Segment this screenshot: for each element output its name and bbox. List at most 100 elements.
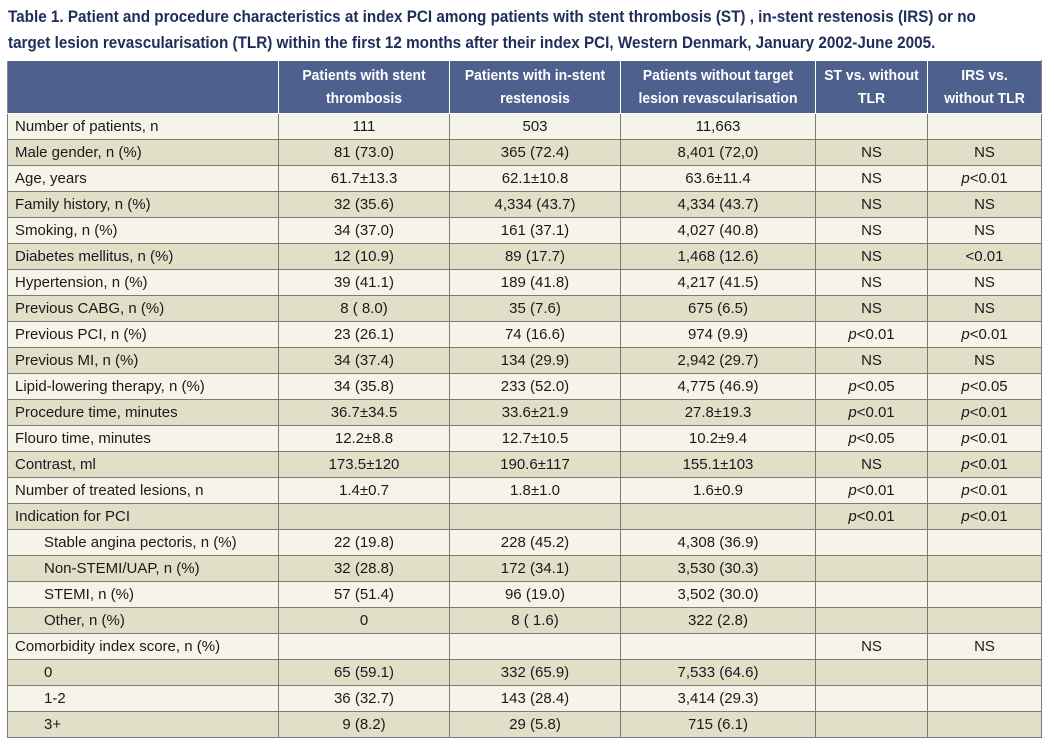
table-cell xyxy=(278,633,450,660)
header-cell-irs: Patients with in-stent restenosis xyxy=(449,60,621,114)
table-cell xyxy=(815,113,928,140)
row-label: Family history, n (%) xyxy=(7,191,279,218)
row-label: Diabetes mellitus, n (%) xyxy=(7,243,279,270)
header-cell-st: Patients with stent thrombosis xyxy=(278,60,450,114)
table-cell: 4,775 (46.9) xyxy=(620,373,816,400)
table-row: Hypertension, n (%) 39 (41.1) 189 (41.8) 4,… xyxy=(7,269,1042,296)
table-cell: p<0.05 xyxy=(927,373,1042,400)
table-cell: 190.6±117 xyxy=(449,451,621,478)
table-cell: 4,334 (43.7) xyxy=(620,191,816,218)
table-row: Stable angina pectoris, n (%) 22 (19.8) 22… xyxy=(7,529,1042,556)
table-cell xyxy=(927,659,1042,686)
table-cell: NS xyxy=(815,451,928,478)
table-cell: NS xyxy=(815,165,928,192)
table-cell: 161 (37.1) xyxy=(449,217,621,244)
table-row: Flouro time, minutes 12.2±8.8 12.7±10.5 10.… xyxy=(7,425,1042,452)
table-row: Diabetes mellitus, n (%) 12 (10.9) 89 (17.… xyxy=(7,243,1042,270)
table-cell: NS xyxy=(927,139,1042,166)
table-row: STEMI, n (%) 57 (51.4) 96 (19.0) 3,502 (30.… xyxy=(7,581,1042,608)
table-cell: 27.8±19.3 xyxy=(620,399,816,426)
table-cell xyxy=(815,581,928,608)
table-row: Other, n (%) 0 8 ( 1.6) 322 (2.8) xyxy=(7,607,1042,634)
row-label: Smoking, n (%) xyxy=(7,217,279,244)
row-label: Lipid-lowering therapy, n (%) xyxy=(7,373,279,400)
table-cell: NS xyxy=(815,217,928,244)
row-label: Previous MI, n (%) xyxy=(7,347,279,374)
table-cell xyxy=(815,659,928,686)
table-cell: NS xyxy=(815,139,928,166)
table-cell: 29 (5.8) xyxy=(449,711,621,738)
table-cell: 12.2±8.8 xyxy=(278,425,450,452)
table-cell: 365 (72.4) xyxy=(449,139,621,166)
header-cell-label xyxy=(7,60,279,114)
table-cell: 74 (16.6) xyxy=(449,321,621,348)
table-cell: 34 (37.0) xyxy=(278,217,450,244)
table-cell: p<0.01 xyxy=(927,165,1042,192)
table-cell: 4,027 (40.8) xyxy=(620,217,816,244)
table-cell: 61.7±13.3 xyxy=(278,165,450,192)
table-cell: 2,942 (29.7) xyxy=(620,347,816,374)
row-label: 0 xyxy=(7,659,279,686)
table-cell: 39 (41.1) xyxy=(278,269,450,296)
table-cell: 1,468 (12.6) xyxy=(620,243,816,270)
table-cell: 12.7±10.5 xyxy=(449,425,621,452)
table-cell: 974 (9.9) xyxy=(620,321,816,348)
table-cell: 3,530 (30.3) xyxy=(620,555,816,582)
table-cell: 228 (45.2) xyxy=(449,529,621,556)
table-cell: p<0.01 xyxy=(927,477,1042,504)
table-row: Number of treated lesions, n 1.4±0.7 1.8±1… xyxy=(7,477,1042,504)
table-cell: NS xyxy=(815,295,928,322)
table-cell: 1.6±0.9 xyxy=(620,477,816,504)
header-cell-st-vs-tlr: ST vs. without TLR xyxy=(815,60,928,114)
table-cell xyxy=(815,529,928,556)
table-cell: p<0.01 xyxy=(927,503,1042,530)
row-label: Flouro time, minutes xyxy=(7,425,279,452)
table-cell xyxy=(449,633,621,660)
table-cell: NS xyxy=(927,269,1042,296)
table-row: 0 65 (59.1) 332 (65.9) 7,533 (64.6) xyxy=(7,659,1042,686)
table-cell: 173.5±120 xyxy=(278,451,450,478)
table-cell: 4,308 (36.9) xyxy=(620,529,816,556)
table-row: Number of patients, n 111 503 11,663 xyxy=(7,113,1042,140)
table-cell: p<0.01 xyxy=(927,321,1042,348)
table-cell: 715 (6.1) xyxy=(620,711,816,738)
table-cell: 8 ( 1.6) xyxy=(449,607,621,634)
table-cell: 34 (37.4) xyxy=(278,347,450,374)
table-cell: 143 (28.4) xyxy=(449,685,621,712)
table-cell: 1.8±1.0 xyxy=(449,477,621,504)
table-cell: 62.1±10.8 xyxy=(449,165,621,192)
table-cell: NS xyxy=(815,633,928,660)
table-cell xyxy=(927,607,1042,634)
table-cell: 7,533 (64.6) xyxy=(620,659,816,686)
row-label: Comorbidity index score, n (%) xyxy=(7,633,279,660)
table-cell: p<0.01 xyxy=(815,477,928,504)
table-cell: 4,217 (41.5) xyxy=(620,269,816,296)
table-cell xyxy=(278,503,450,530)
row-label: Number of treated lesions, n xyxy=(7,477,279,504)
row-label: Other, n (%) xyxy=(7,607,279,634)
row-label: Age, years xyxy=(7,165,279,192)
table-cell: 111 xyxy=(278,113,450,140)
table-cell: p<0.05 xyxy=(815,373,928,400)
table-cell: 32 (35.6) xyxy=(278,191,450,218)
table-cell: 63.6±11.4 xyxy=(620,165,816,192)
row-label: 3+ xyxy=(7,711,279,738)
table-cell: NS xyxy=(927,217,1042,244)
table-cell: 35 (7.6) xyxy=(449,295,621,322)
table-cell xyxy=(927,581,1042,608)
header-cell-no-tlr: Patients without target lesion revascula… xyxy=(620,60,816,114)
table-cell: 12 (10.9) xyxy=(278,243,450,270)
table-cell: 189 (41.8) xyxy=(449,269,621,296)
table-cell: p<0.01 xyxy=(927,399,1042,426)
table-cell: 9 (8.2) xyxy=(278,711,450,738)
table-row: Non-STEMI/UAP, n (%) 32 (28.8) 172 (34.1) 3… xyxy=(7,555,1042,582)
row-label: Non-STEMI/UAP, n (%) xyxy=(7,555,279,582)
table-cell xyxy=(927,529,1042,556)
table-cell: 81 (73.0) xyxy=(278,139,450,166)
table-cell: 33.6±21.9 xyxy=(449,399,621,426)
table-cell: 11,663 xyxy=(620,113,816,140)
table-cell: NS xyxy=(927,295,1042,322)
row-label: Procedure time, minutes xyxy=(7,399,279,426)
table-cell: 32 (28.8) xyxy=(278,555,450,582)
table-cell: 36 (32.7) xyxy=(278,685,450,712)
